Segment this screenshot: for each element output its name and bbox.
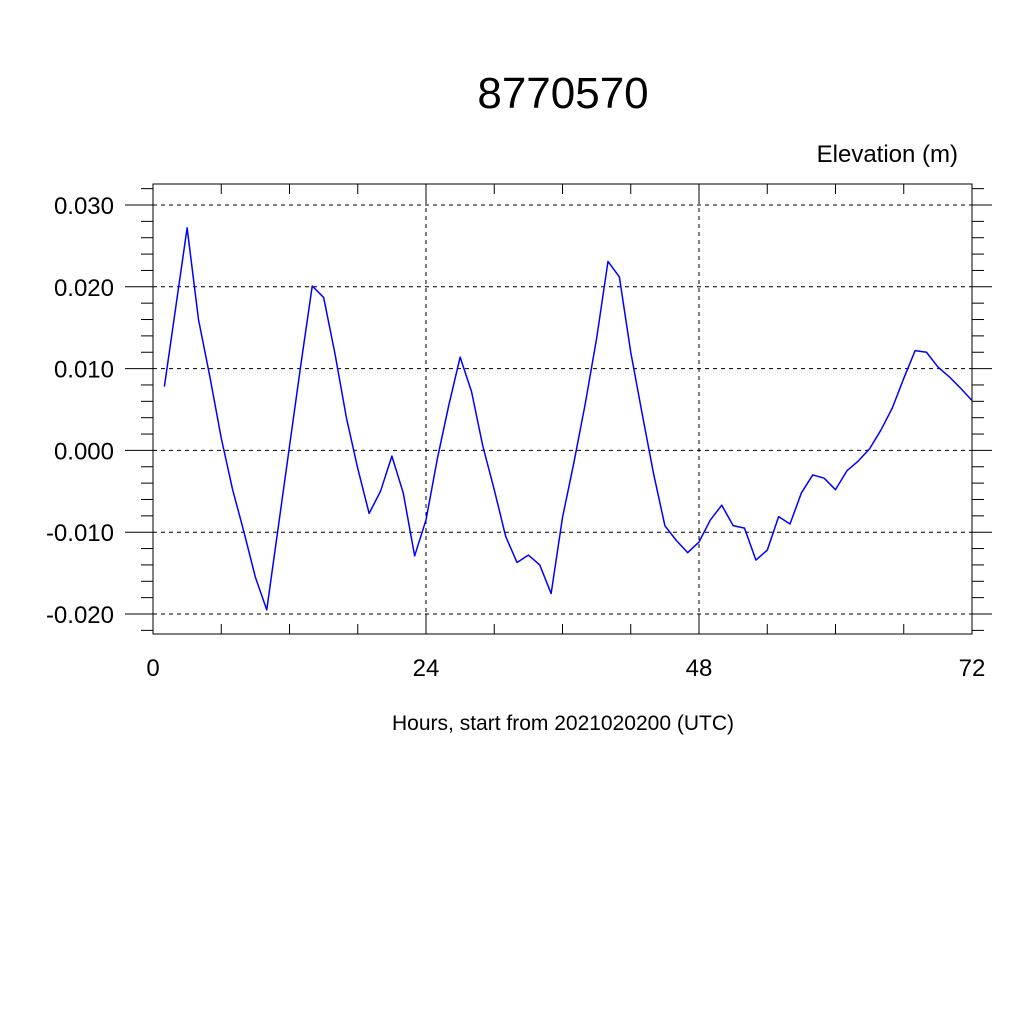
y-tick-label: -0.010 [46, 520, 114, 547]
y-tick-label: 0.000 [54, 438, 114, 465]
chart-title: 8770570 [477, 69, 648, 118]
y-tick-label: 0.030 [54, 193, 114, 220]
grid-lines [153, 184, 972, 634]
y-axis-label: Elevation (m) [817, 141, 958, 168]
elevation-series-line [163, 227, 973, 611]
y-tick-label: 0.010 [54, 357, 114, 384]
tick-labels: -0.020 -0.010 0.000 0.010 0.020 0.030 0 24 48 72 [46, 193, 985, 682]
plot-area [163, 227, 973, 611]
y-tick-label: -0.020 [46, 602, 114, 629]
axes [125, 183, 992, 635]
x-axis-label: Hours, start from 2021020200 (UTC) [392, 712, 734, 735]
x-tick-label: 24 [413, 655, 440, 682]
y-tick-label: 0.020 [54, 275, 114, 302]
x-tick-label: 48 [686, 655, 713, 682]
x-tick-label: 72 [959, 655, 986, 682]
x-tick-label: 0 [146, 655, 159, 682]
plot-frame [152, 183, 973, 635]
